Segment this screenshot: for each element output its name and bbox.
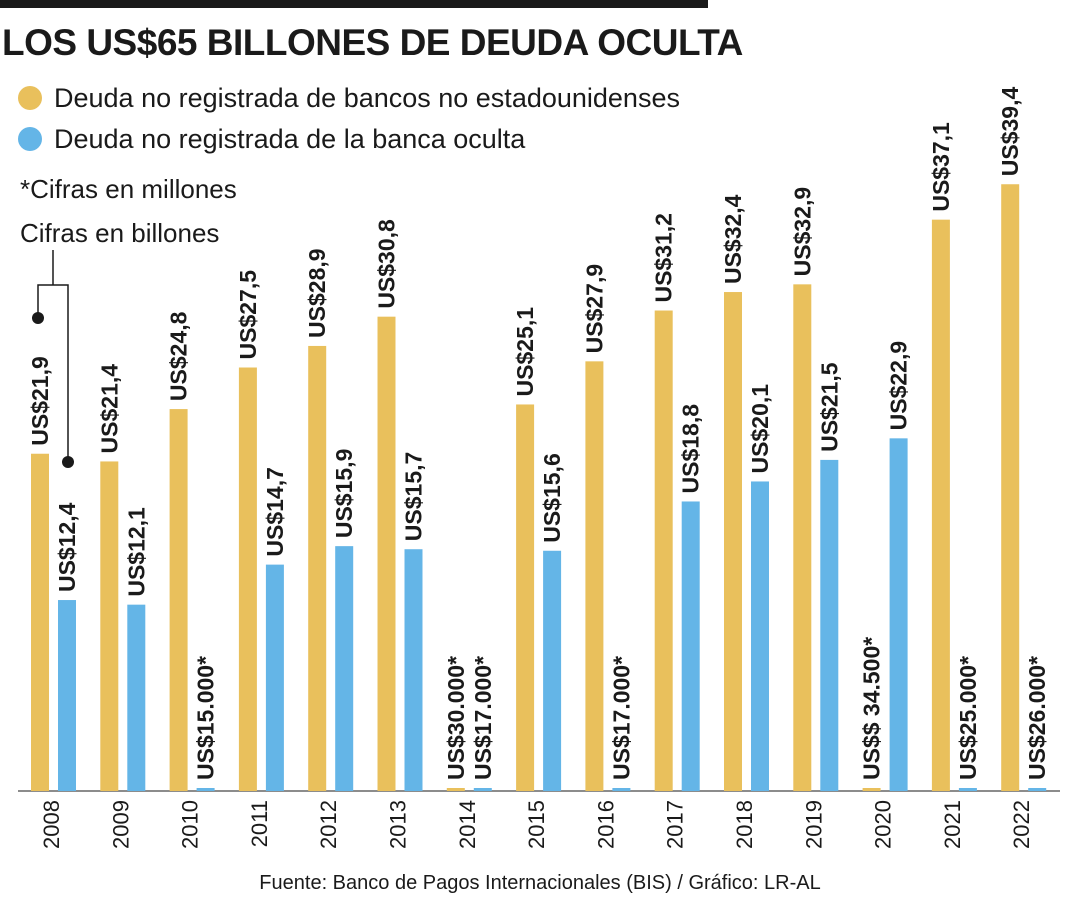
bar-non-us <box>31 453 49 791</box>
bar-non-us <box>862 788 881 791</box>
bar-non-us <box>585 361 604 791</box>
data-label: US$28,9 <box>304 248 330 338</box>
bar-non-us <box>377 316 396 791</box>
bar-shadow <box>473 788 492 791</box>
header-rule <box>0 0 708 8</box>
data-label: US$27,9 <box>581 264 607 354</box>
bar-non-us <box>931 219 950 791</box>
bar-shadow <box>196 788 215 791</box>
bar-non-us <box>100 461 119 791</box>
legend-item-shadow: Deuda no registrada de la banca oculta <box>18 121 525 157</box>
data-label: US$27,5 <box>235 270 261 360</box>
data-label: US$25,1 <box>512 307 538 397</box>
data-label: US$26.000* <box>1024 656 1050 780</box>
data-label: US$20,1 <box>747 384 773 474</box>
data-label: US$30.000* <box>443 656 469 780</box>
data-label: US$37,1 <box>928 122 954 212</box>
legend-item-non-us: Deuda no registrada de bancos no estadou… <box>18 80 680 116</box>
legend-label-non-us: Deuda no registrada de bancos no estadou… <box>54 82 680 113</box>
note-millions: *Cifras en millones <box>20 174 237 204</box>
bar-non-us <box>169 409 188 791</box>
legend-swatch-non-us <box>18 86 42 110</box>
x-tick-label: 2019 <box>801 800 826 849</box>
legend-swatch-shadow <box>18 127 42 151</box>
data-label: US$12,1 <box>123 507 149 597</box>
x-tick-label: 2009 <box>108 800 133 849</box>
data-label: US$21,4 <box>96 364 122 454</box>
bar-non-us <box>308 345 327 791</box>
pointer-dot-shadow <box>62 456 74 468</box>
bar-non-us <box>654 310 673 791</box>
bar-shadow <box>543 550 562 791</box>
data-label: US$12,4 <box>54 502 80 592</box>
x-tick-label: 2014 <box>455 800 480 849</box>
bar-shadow <box>58 600 76 791</box>
bar-shadow <box>612 788 631 791</box>
note-billions: Cifras en billones <box>20 218 220 248</box>
source-note: Fuente: Banco de Pagos Internacionales (… <box>259 872 821 894</box>
data-label: US$30,8 <box>374 219 400 309</box>
x-tick-label: 2012 <box>316 800 341 849</box>
bar-non-us <box>1001 184 1020 792</box>
data-label: US$15,6 <box>539 453 565 543</box>
data-label: US$21,5 <box>816 362 842 452</box>
data-label: US$31,2 <box>651 213 677 303</box>
chart-title: LOS US$65 BILLONES DE DEUDA OCULTA <box>2 22 743 63</box>
bar-non-us <box>238 367 257 791</box>
legend-label-shadow: Deuda no registrada de la banca oculta <box>54 123 526 154</box>
data-label: US$15,9 <box>331 449 357 539</box>
data-label: US$15.000* <box>193 656 219 780</box>
bar-non-us <box>724 292 742 791</box>
bar-non-us <box>516 404 535 791</box>
x-tick-label: 2022 <box>1009 800 1034 849</box>
data-label: US$25.000* <box>955 656 981 780</box>
data-label: US$22,9 <box>886 341 912 431</box>
x-tick-label: 2011 <box>247 800 272 847</box>
bar-non-us <box>446 788 465 791</box>
x-tick-label: 2018 <box>732 800 757 849</box>
bar-non-us <box>793 284 812 791</box>
bar-shadow <box>889 438 908 791</box>
bar-shadow <box>820 459 839 791</box>
bar-shadow <box>404 549 423 791</box>
bar-shadow <box>958 788 977 791</box>
x-tick-label: 2021 <box>940 800 965 849</box>
bar-shadow <box>1028 788 1047 791</box>
data-label: US$21,9 <box>27 356 53 446</box>
x-tick-label: 2016 <box>593 800 618 849</box>
data-label: US$17.000* <box>608 656 634 780</box>
x-tick-label: 2008 <box>39 800 64 849</box>
x-tick-label: 2020 <box>871 800 896 849</box>
data-label: US$32,9 <box>789 187 815 277</box>
x-tick-label: 2015 <box>524 800 549 849</box>
data-label: US$39,4 <box>997 87 1023 177</box>
data-label: US$$ 34.500* <box>859 637 885 780</box>
data-label: US$18,8 <box>678 404 704 494</box>
bar-shadow <box>127 604 146 791</box>
data-label: US$24,8 <box>166 311 192 401</box>
data-label: US$32,4 <box>720 194 746 284</box>
x-tick-label: 2010 <box>178 800 203 849</box>
data-label: US$15,7 <box>401 452 427 542</box>
x-tick-label: 2013 <box>386 800 411 849</box>
bar-shadow <box>335 546 354 791</box>
bar-shadow <box>681 501 700 791</box>
x-tick-label: 2017 <box>663 800 688 849</box>
pointer-dot-non-us <box>32 312 44 324</box>
bar-shadow <box>265 564 284 791</box>
data-label: US$14,7 <box>262 467 288 557</box>
data-label: US$17.000* <box>470 656 496 780</box>
bar-shadow <box>751 481 769 791</box>
bar-chart: US$21,9 US$12,4 2008 US$21,4 US$12,1 2009 US$2… <box>18 87 1060 849</box>
